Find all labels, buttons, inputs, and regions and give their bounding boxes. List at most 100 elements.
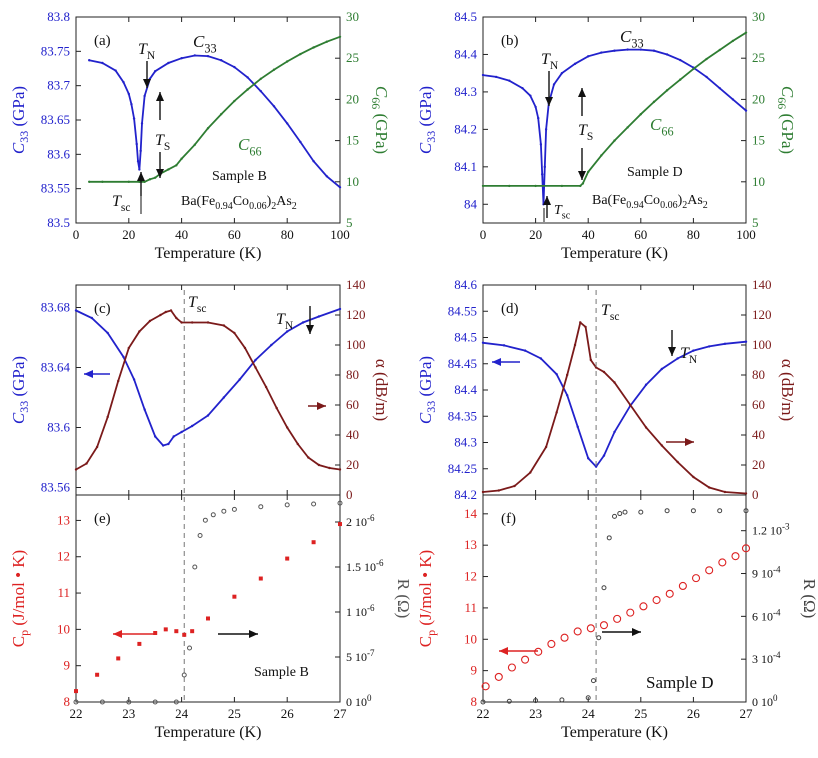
data-point (272, 105, 276, 108)
data-point (560, 633, 569, 642)
data-point (246, 88, 249, 91)
left-axis-arrow-head (113, 630, 122, 638)
data-point (233, 65, 236, 69)
series-r (480, 508, 749, 705)
data-point (254, 366, 257, 369)
y-tick-label-left: 14 (464, 506, 478, 521)
data-point (573, 343, 577, 347)
data-point (116, 656, 121, 661)
y-tick-label-left: 84.4 (454, 46, 477, 61)
data-point (723, 490, 727, 494)
data-point (629, 403, 632, 407)
y-axis-label-left: C33 (GPa) (416, 86, 438, 154)
data-point (544, 128, 548, 131)
series-line (75, 309, 341, 471)
data-point (206, 321, 210, 324)
data-point (138, 168, 141, 171)
data-point (613, 381, 616, 384)
y-tick-label-left: 84.3 (454, 84, 477, 99)
y-tick-label-right: 0 100 (346, 693, 372, 709)
data-point (95, 672, 100, 677)
data-point (565, 394, 569, 397)
data-point (692, 67, 695, 71)
y-axis-label-right: R (Ω) (394, 579, 413, 619)
data-point (338, 35, 342, 38)
data-point (180, 157, 183, 160)
data-point (153, 631, 158, 635)
y-tick-label-left: 83.6 (47, 420, 70, 435)
data-point (534, 184, 537, 188)
data-point (190, 321, 194, 324)
y-tick-label-right: 5 (752, 215, 759, 230)
data-point (626, 608, 635, 617)
y-tick-label-left: 84.45 (448, 356, 477, 371)
annotation-arrow-head (668, 347, 676, 356)
data-point (692, 475, 695, 479)
data-point (555, 411, 558, 414)
data-point (148, 319, 152, 323)
data-point (602, 454, 606, 457)
data-point (644, 426, 648, 429)
x-tick-label: 0 (73, 227, 80, 242)
y-tick-label-right: 0 (752, 487, 759, 502)
data-point (127, 180, 130, 183)
right-axis-arrow-head (249, 630, 258, 638)
data-point (744, 31, 748, 34)
panel-label: (c) (94, 301, 111, 317)
data-point (258, 576, 263, 581)
data-point (175, 316, 178, 320)
data-point (317, 463, 321, 467)
panel-c: 83.56 83.6 83.64 83.68 0 20 40 60 80 100 120 140 C33… (9, 277, 391, 502)
x-tick-label: 23 (529, 706, 542, 721)
data-point (638, 509, 644, 515)
data-point (678, 581, 687, 591)
x-tick-label: 20 (529, 227, 542, 242)
y-tick-label-left: 83.64 (41, 360, 71, 375)
data-point (626, 126, 629, 129)
data-point (521, 655, 530, 664)
y-tick-label-right: 1.2 10-3 (752, 522, 790, 538)
data-point (138, 330, 141, 333)
data-point (220, 113, 223, 116)
series-cp (481, 544, 751, 691)
data-point (311, 501, 317, 507)
series-cp (74, 522, 342, 694)
data-point (163, 627, 168, 632)
x-tick-label: 25 (634, 706, 647, 721)
right-axis-arrow-head (632, 628, 641, 636)
y-tick-label-left: 84.1 (454, 159, 477, 174)
y-tick-label-right: 9 10-4 (752, 565, 781, 581)
series-line (482, 48, 747, 205)
data-point (537, 116, 540, 120)
y-tick-label-left: 13 (464, 537, 477, 552)
data-point (99, 699, 105, 705)
x-tick-label: 26 (281, 706, 295, 721)
data-point (480, 699, 486, 705)
data-point (691, 574, 701, 583)
data-point (190, 629, 195, 634)
y-tick-label-left: 11 (57, 585, 70, 600)
annotation-arrow-head (543, 196, 551, 205)
data-point (88, 180, 91, 183)
sample-label: Sample D (627, 165, 683, 180)
data-point (707, 486, 711, 489)
tn-annotation: TN (541, 51, 559, 72)
y-axis-label-right: C66 (GPa) (775, 86, 797, 154)
x-tick-label: 24 (582, 706, 596, 721)
panel-label: (d) (501, 301, 519, 317)
data-point (284, 502, 290, 508)
y-tick-label-left: 83.8 (47, 9, 70, 24)
data-point (88, 59, 91, 62)
data-point (660, 444, 664, 447)
data-point (543, 165, 547, 169)
data-point (590, 678, 596, 684)
plot-frame (75, 494, 341, 703)
data-point (167, 61, 170, 65)
annotation-arrow-head (156, 92, 164, 101)
data-point (534, 647, 543, 656)
panel-d: 84.2 84.25 84.3 84.35 84.4 84.45 84.5 84.55 84.6… (416, 277, 797, 502)
tn-annotation: TN (276, 311, 294, 332)
data-point (679, 78, 682, 81)
data-point (259, 77, 262, 81)
data-point (173, 699, 179, 705)
